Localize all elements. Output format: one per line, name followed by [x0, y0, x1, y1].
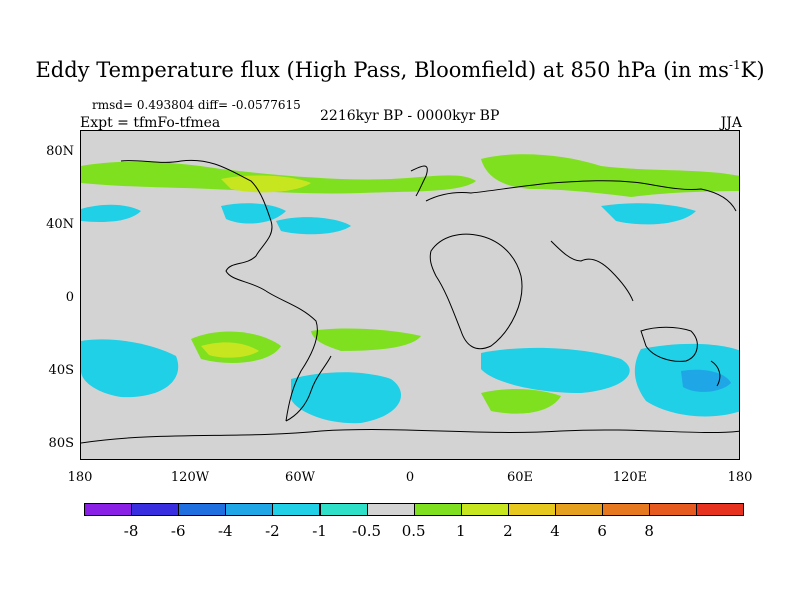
- contour-negative-north-atlantic: [276, 217, 351, 235]
- map-panel: [80, 130, 740, 460]
- x-tick-label: 120E: [612, 470, 648, 485]
- contour-negative-asia: [601, 203, 696, 225]
- colorbar-swatch: [696, 503, 745, 516]
- colorbar-label: -1: [312, 522, 327, 540]
- contour-positive-central-1: [221, 175, 311, 193]
- colorbar-label: 8: [644, 522, 654, 540]
- colorbar-label: -4: [217, 522, 233, 540]
- stats-label: rmsd= 0.493804 diff= -0.0577615: [92, 98, 301, 112]
- contour-negative-south-core: [681, 369, 731, 392]
- colorbar-label: 4: [550, 522, 560, 540]
- contour-negative-south-atlantic: [291, 372, 401, 424]
- y-tick-label: 40N: [46, 217, 74, 232]
- contour-negative-north-pacific: [81, 204, 141, 222]
- colorbar-swatch: [225, 503, 274, 516]
- y-tick-label: 0: [65, 290, 74, 305]
- y-tick-label: 80S: [48, 436, 74, 451]
- world-map: [81, 154, 739, 444]
- colorbar-swatch: [272, 503, 321, 516]
- x-tick-label: 60W: [285, 470, 315, 485]
- contour-positive-indian-ocean: [481, 389, 561, 414]
- x-tick-label: 180: [727, 470, 753, 485]
- x-tick-label: 120W: [170, 470, 210, 485]
- colorbar-swatch: [555, 503, 604, 516]
- colorbar-swatch: [507, 503, 556, 516]
- colorbar-label: -8: [123, 522, 139, 540]
- contour-positive-eurasia: [481, 154, 739, 197]
- experiment-label: Expt = tfmFo-tfmea: [80, 115, 221, 131]
- colorbar-label: 6: [597, 522, 607, 540]
- colorbar-swatch: [413, 503, 462, 516]
- colorbar-label: -6: [170, 522, 186, 540]
- x-tick-label: 60E: [506, 470, 534, 485]
- colorbar-swatch: [602, 503, 651, 516]
- colorbar-swatch: [649, 503, 698, 516]
- period-label: 2216kyr BP - 0000kyr BP: [320, 108, 500, 124]
- colorbar-label: 2: [503, 522, 513, 540]
- colorbar-swatch: [319, 503, 368, 516]
- colorbar-swatch: [131, 503, 180, 516]
- contour-negative-south-indian: [481, 347, 630, 393]
- colorbar-swatch: [178, 503, 227, 516]
- y-tick-label: 40S: [48, 363, 74, 378]
- map-title: Eddy Temperature flux (High Pass, Bloomf…: [35, 58, 765, 82]
- colorbar-swatch: [460, 503, 509, 516]
- colorbar-swatch: [366, 503, 415, 516]
- colorbar-label: 0.5: [401, 522, 426, 540]
- contour-positive-southern-pacific-core: [201, 342, 259, 358]
- colorbar-swatch: [84, 503, 133, 516]
- colorbar-label: -0.5: [352, 522, 382, 540]
- contour-positive-south-atlantic: [311, 328, 421, 351]
- contour-negative-south-1: [81, 339, 179, 398]
- contour-negative-north-america: [221, 203, 286, 224]
- coastlines: [81, 159, 739, 444]
- x-tick-label: 0: [405, 470, 415, 485]
- colorbar-label: 1: [456, 522, 466, 540]
- season-label: JJA: [720, 115, 742, 131]
- y-tick-label: 80N: [46, 144, 74, 159]
- x-tick-label: 180: [67, 470, 93, 485]
- colorbar-label: -2: [265, 522, 280, 540]
